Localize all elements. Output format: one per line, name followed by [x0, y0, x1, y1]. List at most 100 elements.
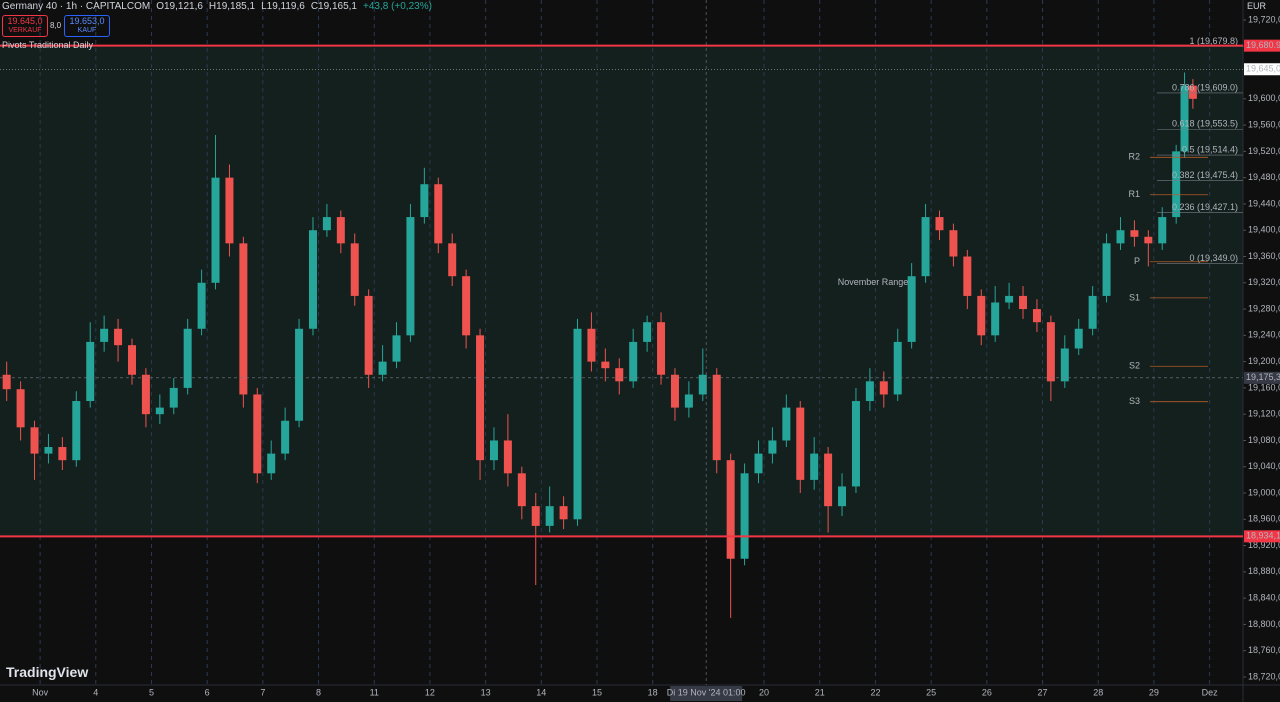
symbol-title[interactable]: Germany 40 · 1h · CAPITALCOM: [2, 0, 151, 12]
x-tick-label: 14: [536, 687, 546, 697]
x-tick-label: 28: [1093, 687, 1103, 697]
x-tick-label: 20: [759, 687, 769, 697]
candle-body: [308, 230, 317, 329]
candle-body: [1144, 236, 1153, 244]
candle-body: [406, 217, 415, 336]
candle-body: [782, 407, 791, 441]
x-tick-label: 5: [149, 687, 154, 697]
candle-body: [434, 184, 443, 244]
brand: TradingView: [6, 664, 89, 680]
buy-label: KAUF: [77, 27, 97, 34]
candle-body: [58, 447, 67, 461]
sell-price: 19.645,0: [7, 16, 43, 26]
candle-body: [601, 361, 610, 369]
sell-button[interactable]: 19.645,0 VERKAUF: [2, 15, 48, 37]
x-tick-label: 11: [370, 687, 379, 697]
candle-body: [643, 322, 652, 342]
candle-body: [141, 374, 150, 415]
fib-label: 0.5 (19,514.4): [1182, 144, 1238, 154]
y-tick-label: 18,920,0: [1248, 540, 1280, 550]
x-tick-label: 12: [425, 687, 435, 697]
y-tick-label: 19,720,0: [1248, 14, 1280, 24]
candle-body: [824, 453, 833, 507]
candle-body: [893, 341, 902, 395]
range-annotation: November Range: [838, 277, 909, 287]
y-tick-label: 18,880,0: [1248, 566, 1280, 576]
candle-body: [712, 374, 721, 461]
candle-body: [127, 345, 136, 375]
y-tick-label: 19,000,0: [1248, 487, 1280, 497]
y-tick-label: 19,200,0: [1248, 356, 1280, 366]
y-tick-label: 19,360,0: [1248, 251, 1280, 261]
x-tick-label: 18: [648, 687, 658, 697]
candle-body: [267, 453, 276, 474]
candle-body: [1130, 230, 1139, 237]
candle-body: [670, 374, 679, 408]
candle-body: [281, 420, 290, 454]
last-price-label: 19,645,0: [1246, 64, 1280, 74]
candle-body: [100, 328, 109, 342]
pivot-label: S3: [1129, 396, 1140, 406]
candle-body: [1046, 322, 1055, 382]
y-tick-label: 18,800,0: [1248, 619, 1280, 629]
x-tick-label: 26: [982, 687, 992, 697]
candle-body: [698, 374, 707, 395]
candle-body: [253, 394, 262, 474]
candle-body: [545, 506, 554, 526]
candle-body: [72, 401, 81, 461]
spread: 8,0: [50, 21, 62, 30]
pivot-label: R1: [1128, 189, 1140, 199]
candle-body: [1088, 295, 1097, 329]
candle-body: [977, 295, 986, 336]
x-tick-label: Nov: [32, 687, 49, 697]
ohlc-close: C19,165,1: [310, 0, 357, 12]
candle-body: [155, 407, 164, 415]
y-tick-label: 19,280,0: [1248, 303, 1280, 313]
candle-body: [740, 473, 749, 559]
y-tick-label: 19,520,0: [1248, 146, 1280, 156]
buy-button[interactable]: 19.653,0 KAUF: [64, 15, 110, 37]
y-tick-label: 19,080,0: [1248, 435, 1280, 445]
fib-label: 0 (19,349.0): [1189, 253, 1238, 263]
y-tick-label: 19,480,0: [1248, 172, 1280, 182]
fib-label: 0.786 (19,609.0): [1172, 82, 1238, 92]
y-tick-label: 19,440,0: [1248, 198, 1280, 208]
candle-body: [350, 243, 359, 296]
x-tick-label: 25: [926, 687, 936, 697]
pivot-label: R2: [1128, 152, 1140, 162]
candle-body: [1116, 230, 1125, 244]
candle-body: [392, 335, 401, 362]
candle-body: [378, 361, 387, 375]
y-tick-label: 19,320,0: [1248, 277, 1280, 287]
candle-body: [476, 335, 485, 461]
ohlc-open: O19,121,6: [156, 0, 203, 12]
candle-body: [935, 217, 944, 231]
candle-body: [1032, 309, 1041, 323]
candle-body: [587, 328, 596, 362]
price-tag-label: 19,680.9: [1246, 40, 1280, 50]
price-tag: [1244, 530, 1280, 543]
candle-body: [44, 447, 53, 454]
candle-body: [796, 407, 805, 480]
ohlc-high: H19,185,1: [208, 0, 256, 12]
candle-body: [949, 230, 958, 257]
y-tick-label: 19,560,0: [1248, 119, 1280, 129]
sell-label: VERKAUF: [8, 27, 42, 34]
candle-body: [879, 381, 888, 395]
fib-label: 0.618 (19,553.5): [1172, 119, 1238, 129]
candle-body: [114, 328, 123, 346]
candle-body: [420, 184, 429, 218]
candle-body: [30, 427, 39, 454]
crosshair-y-label: 19,175,3: [1246, 372, 1280, 382]
candle-body: [462, 276, 471, 336]
x-tick-label: 7: [260, 687, 265, 697]
candle-body: [573, 328, 582, 520]
y-tick-label: 18,840,0: [1248, 593, 1280, 603]
x-tick-label: 22: [870, 687, 880, 697]
candle-body: [838, 486, 847, 507]
ohlc-low: L19,119,6: [261, 0, 305, 12]
x-tick-label: 4: [93, 687, 98, 697]
fib-label: 0.236 (19,427.1): [1172, 202, 1238, 212]
crosshair-tag: [670, 686, 743, 701]
